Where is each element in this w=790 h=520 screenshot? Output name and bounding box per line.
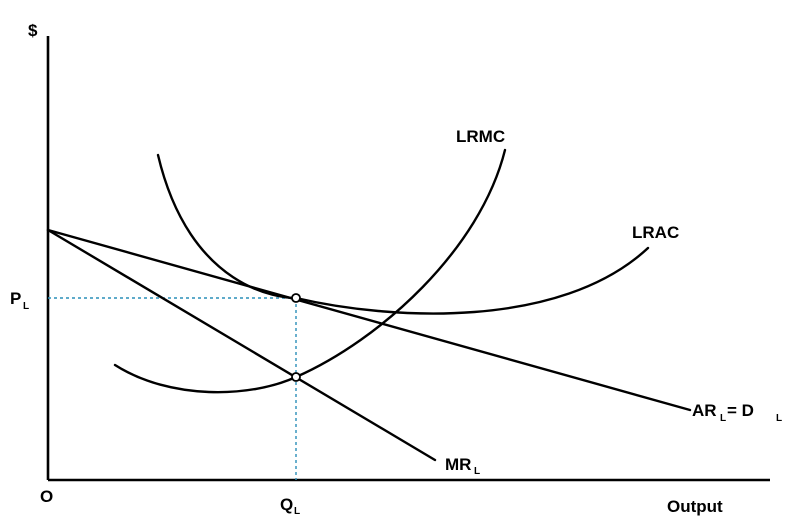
mr-lrmc-intersection-point bbox=[291, 372, 301, 382]
x-axis-label: Output bbox=[667, 497, 723, 516]
ar-demand-curve bbox=[46, 228, 692, 412]
mr-label-subscript: L bbox=[474, 466, 480, 477]
quantity-label-subscript: L bbox=[294, 506, 300, 517]
price-label: P bbox=[10, 289, 21, 308]
quantity-label: Q bbox=[280, 495, 293, 514]
d-label-subscript: L bbox=[776, 413, 782, 424]
lrac-curve bbox=[156, 153, 650, 315]
origin-label: O bbox=[40, 487, 53, 506]
lrmc-curve bbox=[113, 148, 507, 394]
price-label-subscript: L bbox=[23, 301, 29, 312]
mr-label: MR bbox=[445, 455, 471, 474]
y-axis-label: $ bbox=[28, 21, 38, 40]
tangency-point bbox=[291, 293, 301, 303]
lrmc-label: LRMC bbox=[456, 127, 505, 146]
lrac-label: LRAC bbox=[632, 223, 679, 242]
mr-curve bbox=[46, 228, 437, 462]
ar-label: AR bbox=[692, 401, 717, 420]
ar-label-subscript: L bbox=[720, 413, 726, 424]
ar-equals-d-label: = D bbox=[727, 401, 754, 420]
